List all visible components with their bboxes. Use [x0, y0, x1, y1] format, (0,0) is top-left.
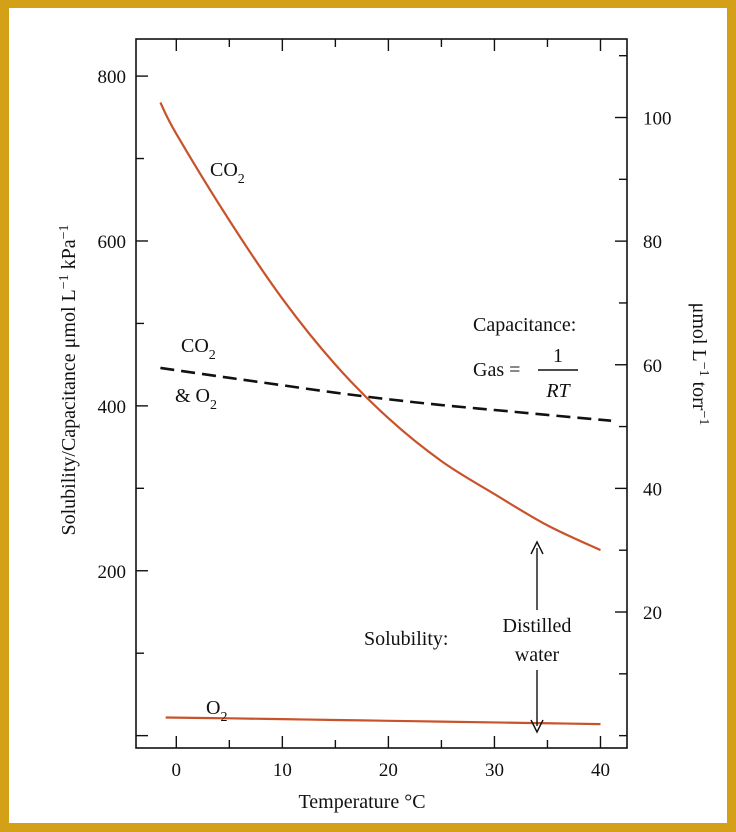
y-right-tick-label-100: 100	[643, 109, 672, 130]
x-axis-title: Temperature °C	[298, 791, 425, 813]
gas-equation-label: Gas =	[473, 359, 520, 381]
capacitance-label: Capacitance:	[473, 314, 576, 336]
y-left-tick-label-200: 200	[98, 562, 127, 583]
plot-area	[135, 38, 628, 749]
mix-curve-label-line1: CO2	[181, 335, 216, 363]
series-line-0	[159, 101, 601, 552]
x-axis-ticks: 0 10 20 30 40	[172, 39, 610, 781]
x-tick-label-10: 10	[273, 760, 292, 781]
arrow-up-head	[530, 540, 544, 555]
y-axis-left-title: Solubility/Capacitance μmol L−1 kPa−1	[57, 224, 81, 535]
y-right-tick-label-40: 40	[643, 479, 662, 500]
solubility-label: Solubility:	[364, 628, 448, 650]
x-tick-label-20: 20	[379, 760, 398, 781]
fraction-denominator: RT	[545, 380, 571, 402]
arrow-down-head	[530, 719, 544, 734]
y-axis-left-ticks: 200 400 600 800	[98, 67, 148, 737]
o2-curve-label: O2	[206, 697, 227, 725]
y-axis-right-title: μmol L−1 torr−1	[688, 303, 712, 426]
x-tick-label-40: 40	[591, 760, 610, 781]
water-label: water	[515, 644, 560, 666]
co2-curve-label: CO2	[210, 159, 245, 187]
mix-curve-label-line2: & O2	[175, 385, 217, 413]
y-left-tick-label-600: 600	[98, 232, 127, 253]
y-right-tick-label-80: 80	[643, 232, 662, 253]
y-right-tick-label-20: 20	[643, 603, 662, 624]
series-line-2	[165, 716, 601, 726]
x-tick-label-30: 30	[485, 760, 504, 781]
distilled-label: Distilled	[503, 615, 572, 637]
x-tick-label-0: 0	[172, 760, 182, 781]
series-line-1	[160, 366, 612, 423]
fraction-numerator: 1	[553, 345, 563, 367]
y-right-tick-label-60: 60	[643, 356, 662, 377]
y-left-tick-label-800: 800	[98, 67, 127, 88]
y-left-tick-label-400: 400	[98, 397, 127, 418]
y-axis-right-ticks: 20 40 60 80 100	[615, 54, 672, 737]
